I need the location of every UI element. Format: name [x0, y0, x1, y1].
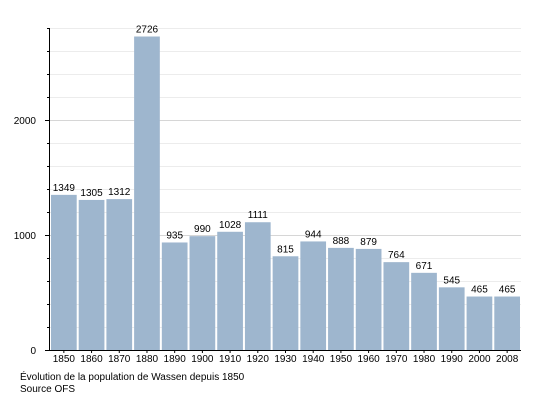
bar-1890	[161, 242, 188, 350]
bar-1860	[78, 199, 105, 350]
bar-1980	[411, 272, 437, 350]
data-label-1870: 1312	[108, 187, 131, 198]
bar-1880	[134, 36, 160, 350]
bar-1910	[217, 231, 243, 350]
x-tick-label-1940: 1940	[302, 354, 325, 365]
y-tick-label-2000: 2000	[14, 116, 37, 127]
data-label-1850: 1349	[53, 183, 76, 194]
data-label-1860: 1305	[80, 188, 103, 199]
x-tick-label-1890: 1890	[164, 354, 187, 365]
x-tick-label-1980: 1980	[413, 354, 436, 365]
bar-1920	[244, 222, 271, 350]
x-tick-label-1900: 1900	[191, 354, 214, 365]
x-tick-label-1850: 1850	[53, 354, 76, 365]
x-tick-label-2000: 2000	[468, 354, 491, 365]
bar-1960	[355, 248, 382, 350]
data-label-1890: 935	[166, 230, 183, 241]
data-label-2000: 465	[471, 285, 488, 296]
bar-1950	[328, 247, 354, 350]
data-label-1900: 990	[194, 224, 211, 235]
bar-1900	[189, 236, 216, 350]
x-tick-label-1990: 1990	[441, 354, 464, 365]
x-tick-label-1930: 1930	[274, 354, 297, 365]
bar-1990	[438, 287, 465, 350]
bar-1970	[383, 262, 410, 350]
data-label-1940: 944	[305, 229, 322, 240]
data-label-1990: 545	[443, 275, 460, 286]
data-label-1980: 671	[416, 261, 433, 272]
data-label-1950: 888	[333, 236, 350, 247]
data-label-1960: 879	[360, 237, 377, 248]
x-tick-label-1910: 1910	[219, 354, 242, 365]
chart-caption: Évolution de la population de Wassen dep…	[20, 372, 245, 383]
x-tick-label-2008: 2008	[496, 354, 519, 365]
y-tick-label-0: 0	[30, 346, 36, 357]
x-tick-label-1880: 1880	[136, 354, 159, 365]
bar-2008	[494, 296, 520, 350]
bar-1930	[272, 256, 299, 350]
data-label-1880: 2726	[136, 25, 159, 36]
x-tick-label-1870: 1870	[108, 354, 131, 365]
x-tick-label-1950: 1950	[330, 354, 353, 365]
x-tick-label-1860: 1860	[80, 354, 103, 365]
data-label-2008: 465	[499, 285, 516, 296]
y-tick-label-1000: 1000	[14, 231, 37, 242]
data-label-1970: 764	[388, 250, 405, 261]
data-label-1910: 1028	[219, 220, 242, 231]
x-tick-label-1970: 1970	[385, 354, 408, 365]
chart-source: Source OFS	[20, 384, 76, 395]
x-tick-label-1920: 1920	[247, 354, 270, 365]
bar-2000	[466, 296, 493, 350]
bar-1850	[51, 194, 77, 350]
x-tick-label-1960: 1960	[357, 354, 380, 365]
data-label-1920: 1111	[248, 210, 268, 221]
bar-1870	[106, 199, 133, 350]
bar-1940	[300, 241, 327, 350]
data-label-1930: 815	[277, 244, 294, 255]
